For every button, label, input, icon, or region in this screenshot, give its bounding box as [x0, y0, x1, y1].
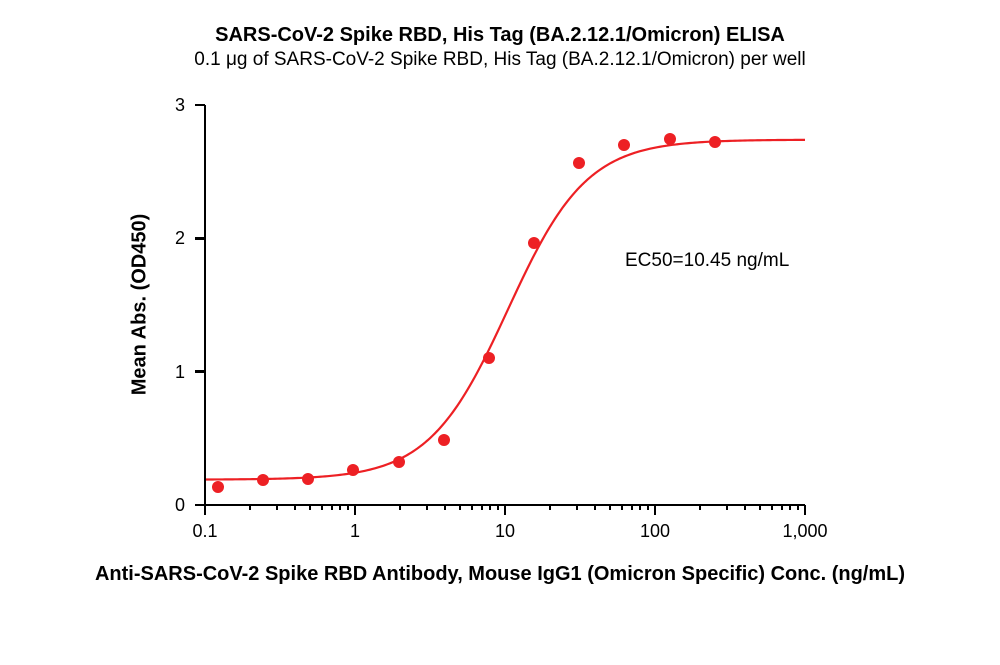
data-point	[573, 157, 585, 169]
x-minor-tick	[621, 505, 623, 510]
data-point	[664, 133, 676, 145]
y-axis-label: Mean Abs. (OD450)	[129, 205, 152, 405]
x-minor-tick	[781, 505, 783, 510]
data-point	[393, 456, 405, 468]
x-tick-label: 1,000	[765, 521, 845, 542]
plot-area: 0.11101001,0000123EC50=10.45 ng/mL	[205, 105, 805, 505]
x-tick	[354, 505, 357, 515]
x-minor-tick	[699, 505, 701, 510]
y-tick-label: 3	[145, 95, 185, 116]
x-minor-tick	[331, 505, 333, 510]
x-minor-tick	[647, 505, 649, 510]
x-minor-tick	[294, 505, 296, 510]
x-minor-tick	[339, 505, 341, 510]
x-minor-tick	[549, 505, 551, 510]
x-tick-label: 1	[315, 521, 395, 542]
x-tick-label: 10	[465, 521, 545, 542]
data-point	[528, 237, 540, 249]
y-axis-line	[204, 105, 207, 505]
x-tick	[204, 505, 207, 515]
x-minor-tick	[481, 505, 483, 510]
x-minor-tick	[426, 505, 428, 510]
y-tick-label: 0	[145, 495, 185, 516]
x-minor-tick	[744, 505, 746, 510]
y-tick	[195, 370, 205, 373]
dose-response-curve	[205, 105, 805, 505]
data-point	[483, 352, 495, 364]
y-tick	[195, 504, 205, 507]
x-minor-tick	[797, 505, 799, 510]
x-minor-tick	[759, 505, 761, 510]
x-minor-tick	[276, 505, 278, 510]
x-minor-tick	[489, 505, 491, 510]
x-minor-tick	[726, 505, 728, 510]
x-tick	[504, 505, 507, 515]
x-minor-tick	[444, 505, 446, 510]
x-minor-tick	[609, 505, 611, 510]
x-minor-tick	[594, 505, 596, 510]
x-minor-tick	[249, 505, 251, 510]
x-minor-tick	[631, 505, 633, 510]
x-minor-tick	[459, 505, 461, 510]
chart-title: SARS-CoV-2 Spike RBD, His Tag (BA.2.12.1…	[0, 24, 1000, 47]
x-axis-label: Anti-SARS-CoV-2 Spike RBD Antibody, Mous…	[0, 563, 1000, 586]
x-tick-label: 0.1	[165, 521, 245, 542]
y-tick	[195, 104, 205, 107]
chart-subtitle: 0.1 μg of SARS-CoV-2 Spike RBD, His Tag …	[0, 49, 1000, 71]
x-tick	[804, 505, 807, 515]
x-minor-tick	[321, 505, 323, 510]
data-point	[438, 434, 450, 446]
data-point	[618, 139, 630, 151]
data-point	[302, 473, 314, 485]
x-minor-tick	[639, 505, 641, 510]
x-minor-tick	[471, 505, 473, 510]
title-block: SARS-CoV-2 Spike RBD, His Tag (BA.2.12.1…	[0, 0, 1000, 71]
data-point	[212, 481, 224, 493]
ec50-annotation: EC50=10.45 ng/mL	[625, 250, 789, 272]
x-minor-tick	[497, 505, 499, 510]
x-minor-tick	[347, 505, 349, 510]
x-minor-tick	[399, 505, 401, 510]
fit-curve	[205, 140, 805, 480]
x-minor-tick	[789, 505, 791, 510]
y-tick	[195, 237, 205, 240]
data-point	[709, 136, 721, 148]
x-minor-tick	[771, 505, 773, 510]
x-minor-tick	[309, 505, 311, 510]
x-tick	[654, 505, 657, 515]
chart-container: SARS-CoV-2 Spike RBD, His Tag (BA.2.12.1…	[0, 0, 1000, 665]
x-minor-tick	[576, 505, 578, 510]
x-tick-label: 100	[615, 521, 695, 542]
data-point	[257, 474, 269, 486]
data-point	[347, 464, 359, 476]
